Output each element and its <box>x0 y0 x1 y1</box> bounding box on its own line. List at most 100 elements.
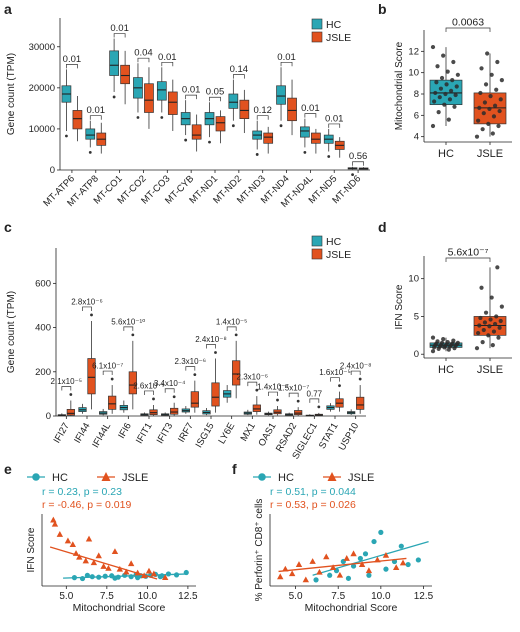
chart-f-point-jsle <box>343 555 350 561</box>
chart-c-irf7-pvalue: 2.3x10⁻⁶ <box>175 357 207 366</box>
chart-c-isg15-pvalue: 2.4x10⁻⁸ <box>195 335 227 344</box>
chart-a-mt-co3-pvalue: 0.01 <box>158 52 177 63</box>
chart-b-point-jsle <box>492 103 498 108</box>
chart-a-jsle-mt-nd4l-box <box>311 132 321 144</box>
chart-f-point-hc <box>362 551 369 557</box>
chart-f-point-jsle <box>277 573 284 580</box>
chart-a-y-tick-label: 20000 <box>29 83 55 94</box>
chart-c-y-axis-label: Gene count (TPM) <box>6 291 17 373</box>
chart-a-mt-cyb-pvalue: 0.01 <box>182 85 201 96</box>
chart-f-point-jsle <box>288 570 296 577</box>
chart-c-outlier <box>234 333 238 337</box>
chart-d-point-jsle <box>476 330 481 336</box>
chart-a-hc-mt-nd4-box <box>276 85 286 105</box>
chart-a-hc-mt-nd2-box <box>228 93 239 109</box>
chart-a-hc-mt-co1-box <box>109 50 119 76</box>
chart-e-fit-hc <box>63 573 188 579</box>
chart-b-y-tick-label: 4 <box>414 132 419 143</box>
chart-e-point-jsle <box>162 574 169 581</box>
chart-c-ifit1-pvalue: 2.6x10⁻⁵ <box>133 381 165 390</box>
chart-a-legend-label-hc: HC <box>326 19 342 31</box>
chart-a-y-tick-label: 0 <box>50 165 55 176</box>
chart-e-point-jsle <box>76 553 83 560</box>
chart-d-point-hc <box>430 335 436 340</box>
chart-a-legend-swatch-hc <box>311 18 323 30</box>
chart-d-point-jsle <box>486 333 491 338</box>
chart-c-y-tick-label: 0 <box>46 411 51 422</box>
chart-f-point-hc <box>383 566 389 572</box>
chart-f-x-tick-label: 10.0 <box>371 591 391 602</box>
chart-e-point-hc <box>135 575 141 581</box>
chart-d-point-jsle <box>497 325 502 330</box>
chart-f-legend-label-hc: HC <box>278 472 294 484</box>
chart-b-point-hc <box>448 88 454 93</box>
chart-c-outlier <box>69 393 73 396</box>
chart-c-x-tick-label: IFI44L <box>90 421 113 450</box>
chart-f-point-hc <box>350 563 357 569</box>
chart-f-legend-label-jsle: JSLE <box>348 472 374 484</box>
chart-c-y-tick-label: 600 <box>35 278 51 289</box>
chart-c-x-tick-label: IRF7 <box>176 421 196 444</box>
chart-b-point-jsle <box>480 127 485 132</box>
chart-e-legend-label-hc: HC <box>52 472 68 484</box>
chart-c-ifi27-bracket <box>61 386 72 391</box>
chart-a-jsle-mt-co3-box <box>167 91 178 115</box>
chart-c-usp10-bracket <box>350 370 361 376</box>
chart-e-point-jsle <box>150 570 158 577</box>
chart-e-point-jsle <box>90 559 98 566</box>
chart-c-ifi44-bracket <box>82 306 92 311</box>
chart-b-point-jsle <box>476 118 481 123</box>
chart-c-ifi27-pvalue: 2.1x10⁻⁵ <box>51 377 83 386</box>
chart-c-x-tick-label: MX1 <box>239 421 258 443</box>
chart-b-point-hc <box>454 84 459 89</box>
chart-b-point-hc <box>438 86 444 91</box>
chart-b-y-tick-label: 10 <box>408 68 419 79</box>
chart-a-outlier <box>255 153 259 156</box>
chart-f-stat-jsle: r = 0.53, p = 0.026 <box>270 499 356 511</box>
chart-c-outlier <box>90 313 93 317</box>
chart-f-point-jsle <box>392 564 400 571</box>
chart-c-jsle-ifi6-box <box>128 371 137 395</box>
chart-a-hc-mt-atp8-box <box>85 128 96 140</box>
chart-b-point-jsle <box>491 114 497 119</box>
chart-b-point-jsle <box>488 94 493 99</box>
chart-c-ifi6-bracket <box>123 326 134 331</box>
chart-b-point-hc <box>442 102 447 107</box>
chart-c-outlier <box>193 373 197 377</box>
chart-e-x-tick-label: 7.5 <box>100 591 114 602</box>
chart-f-point-jsle <box>382 551 390 558</box>
chart-f-point-hc <box>366 572 372 578</box>
chart-f-point-hc <box>313 577 319 583</box>
chart-e-point-jsle <box>64 537 72 544</box>
chart-a-mt-co2-pvalue: 0.04 <box>134 48 153 59</box>
chart-f-point-jsle <box>302 576 310 583</box>
chart-a-mt-atp8-pvalue: 0.01 <box>87 105 106 116</box>
chart-d-point-hc <box>430 349 436 354</box>
chart-a-jsle-mt-nd2-box <box>239 99 250 119</box>
chart-d-point-hc <box>441 337 446 342</box>
chart-b-point-hc <box>451 59 456 65</box>
chart-c-jsle-isg15-box <box>211 382 220 407</box>
chart-a-jsle-mt-nd1-box <box>215 116 226 132</box>
chart-c-outlier <box>131 333 135 337</box>
chart-c-x-tick-label: IFIT3 <box>155 421 176 446</box>
chart-e-point-jsle <box>56 531 64 537</box>
chart-a-outlier <box>160 116 164 119</box>
chart-b-point-jsle <box>474 134 480 139</box>
chart-f-point-jsle <box>358 561 366 567</box>
chart-d-y-tick-label: 10 <box>408 274 419 285</box>
chart-c-rsad2-pvalue: 1.5x10⁻⁷ <box>278 384 309 393</box>
chart-d-point-hc <box>439 340 445 345</box>
chart-a-mt-nd5-bracket <box>328 123 341 128</box>
chart-e: 5.0 7.5 10.0 12.5 Mitochondrial Score IFN Sco… <box>26 472 198 614</box>
chart-c-oas1-pvalue: 1.4x10⁻⁴ <box>257 383 289 392</box>
chart-a-mt-nd5-pvalue: 0.01 <box>325 113 344 124</box>
chart-c-ifi44l-pvalue: 6.1x10⁻⁷ <box>92 362 123 371</box>
chart-a-mt-nd6-bracket <box>352 161 364 166</box>
chart-c-x-tick-label: IFIT1 <box>134 421 155 446</box>
chart-a-mt-co3-bracket <box>161 61 174 67</box>
chart-f-x-tick-label: 7.5 <box>331 591 345 602</box>
chart-a-outlier <box>303 151 307 154</box>
